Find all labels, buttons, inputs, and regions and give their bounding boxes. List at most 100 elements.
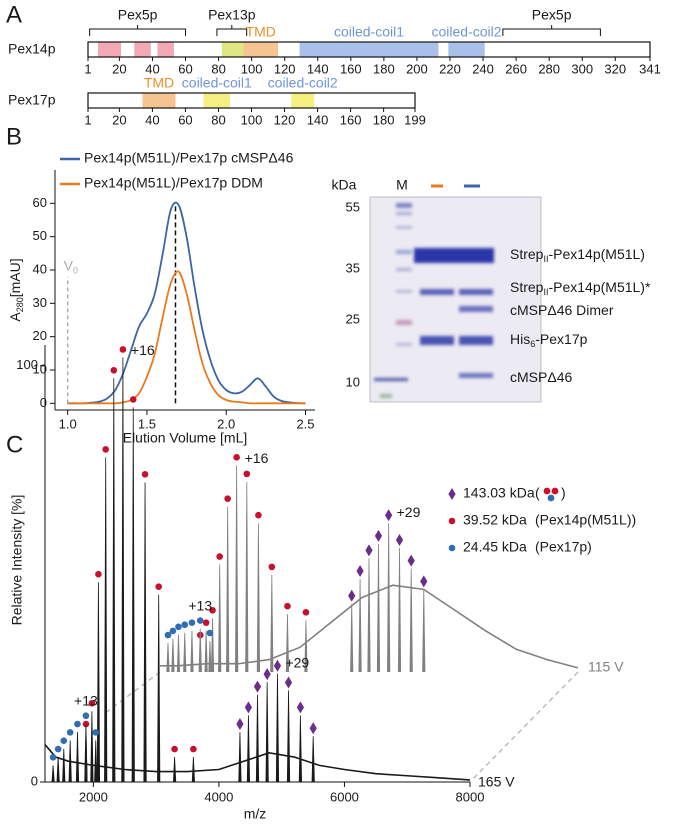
spectrum-peak xyxy=(226,506,230,673)
label-part: -Pex17p xyxy=(535,331,587,347)
panel-label: A xyxy=(6,1,22,28)
species-marker xyxy=(60,737,68,745)
species-marker xyxy=(188,619,196,626)
species-marker xyxy=(348,589,356,602)
domain-label: TMD xyxy=(144,75,174,91)
label-part: V xyxy=(64,257,74,273)
spectrum-peak xyxy=(387,523,391,673)
spectrum-peak xyxy=(246,715,251,783)
spectrum-peak xyxy=(358,578,362,673)
domain xyxy=(142,93,176,108)
domain-label: TMD xyxy=(246,24,276,40)
voltage-label: 115 V xyxy=(588,659,624,675)
spectrum-peak xyxy=(367,558,371,673)
spectrum-peak xyxy=(376,543,381,673)
spectrum-peak xyxy=(84,723,88,783)
tick-label: 341 xyxy=(639,61,661,76)
tick-label: 240 xyxy=(472,61,494,76)
spectrum-peak xyxy=(255,694,260,783)
bracket-label: Pex5p xyxy=(532,7,572,23)
y-tick-label: 40 xyxy=(33,261,47,276)
tick-label: 280 xyxy=(538,61,560,76)
domain-label: coiled-coil1 xyxy=(334,24,404,40)
y-tick-label: 30 xyxy=(33,295,47,310)
y-tick-label: 10 xyxy=(33,361,47,376)
species-marker xyxy=(66,729,74,736)
species-marker xyxy=(181,621,189,629)
y-tick-label: 0 xyxy=(31,773,38,788)
species-marker xyxy=(236,718,244,731)
void-volume-label: V0 xyxy=(64,257,78,276)
subscript: II xyxy=(543,254,548,264)
spectrum-peak xyxy=(183,632,187,673)
elution-curve xyxy=(67,270,306,405)
species-marker xyxy=(224,495,231,502)
x-axis-title: Elution Volume [mL] xyxy=(123,430,248,446)
legend-mass: 143.03 kDa xyxy=(463,485,535,501)
bracket xyxy=(89,25,187,36)
species-marker xyxy=(190,745,197,753)
y-axis-title: Relative Intensity [%] xyxy=(9,495,25,626)
species-marker xyxy=(448,488,456,500)
label-part: -Pex14p(M51L)* xyxy=(548,279,650,295)
complex-icon xyxy=(543,487,551,495)
species-marker xyxy=(243,470,251,478)
spectrum-peak xyxy=(235,465,239,673)
domain xyxy=(221,42,244,57)
tick-label: 120 xyxy=(274,61,296,76)
spectrum-peak xyxy=(68,740,72,783)
spectrum-peak xyxy=(350,603,354,673)
species-marker xyxy=(82,712,90,720)
bracket xyxy=(502,25,601,36)
species-marker xyxy=(54,745,62,753)
tick-label: 60 xyxy=(178,61,192,76)
panel-label: B xyxy=(6,123,22,150)
spectrum-peak xyxy=(190,630,194,673)
species-marker xyxy=(88,699,96,707)
tick-label: 260 xyxy=(505,61,527,76)
tick-label: 40 xyxy=(145,112,159,127)
x-tick-label: 8000 xyxy=(456,789,485,804)
spectrum-peak xyxy=(304,620,308,673)
spectrum-peak xyxy=(397,547,402,673)
subscript: 280 xyxy=(15,297,25,312)
tick-label: 180 xyxy=(373,61,395,76)
spectrum-envelope xyxy=(160,584,579,669)
spectrum-peak xyxy=(51,765,55,783)
tick-label: 20 xyxy=(112,61,126,76)
bracket-label: Pex5p xyxy=(118,7,158,23)
charge-label: +13 xyxy=(188,597,212,613)
species-marker xyxy=(216,553,223,560)
spectrum-peak xyxy=(56,757,60,783)
species-marker xyxy=(196,617,204,624)
complex-icon xyxy=(551,487,559,495)
y-tick-label: 60 xyxy=(33,195,47,210)
spectrum-peak xyxy=(286,690,291,783)
x-tick-label: 1.5 xyxy=(138,416,156,431)
species-marker xyxy=(374,529,383,542)
charge-label: +29 xyxy=(285,654,309,670)
label-part: Strep xyxy=(510,279,544,295)
protein-bar xyxy=(87,92,416,109)
species-marker xyxy=(155,583,162,591)
band-label: His6-Pex17p xyxy=(510,331,588,350)
spectrum-peak xyxy=(121,357,125,783)
species-marker xyxy=(175,623,182,631)
tick-label: 1 xyxy=(84,112,91,127)
bracket-label: Pex13p xyxy=(208,7,256,23)
legend-mass: 39.52 kDa xyxy=(463,512,527,528)
legend-desc: ) xyxy=(561,485,566,501)
species-marker xyxy=(244,701,253,714)
legend-label: Pex14p(M51L)/Pex17p cMSPΔ46 xyxy=(84,150,294,166)
tick-label: 160 xyxy=(340,112,362,127)
tick-label: 100 xyxy=(241,112,263,127)
x-tick-label: 2000 xyxy=(79,789,108,804)
species-marker xyxy=(302,609,310,616)
spectrum-peak xyxy=(191,757,195,783)
domain xyxy=(243,42,279,57)
species-marker xyxy=(74,720,81,728)
marker-size: 10 xyxy=(346,374,360,389)
band-label: StrepII-Pex14p(M51L)* xyxy=(510,279,651,298)
spectrum-peak xyxy=(238,732,242,783)
spectrum-peak xyxy=(131,407,135,783)
